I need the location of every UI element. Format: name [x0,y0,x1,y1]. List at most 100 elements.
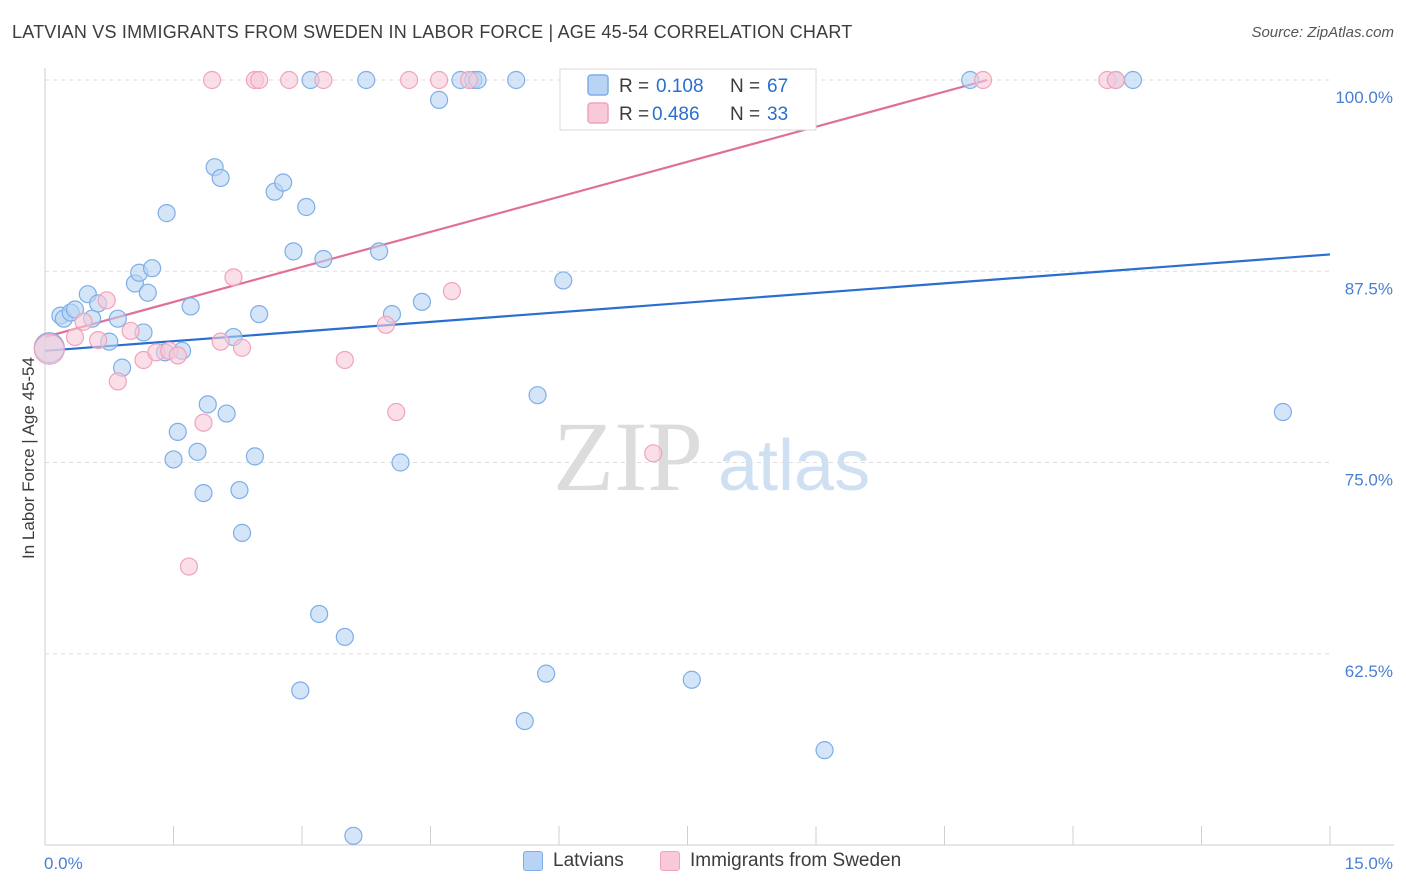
point-s0-23 [194,484,213,503]
point-s1-12 [194,413,213,432]
point-s1-6 [121,321,140,341]
point-s0-46 [391,453,410,472]
point-s0-56 [554,271,573,290]
point-s1-11 [179,557,199,576]
x-tick-labels: 0.0% 15.0% [44,854,1393,873]
point-s0-19 [168,422,187,441]
legend-swatch-latvians [587,74,609,96]
trend-line-0 [44,253,1331,352]
point-s0-17 [157,204,176,223]
legend-n-value-latvians: 67 [767,76,788,97]
point-s1-10 [168,346,187,365]
point-s0-54 [528,386,547,405]
legend: R = 0.108 N = 67 R = 0.486 N = 33 [559,68,817,131]
point-s0-39 [310,604,329,624]
point-s0-41 [335,627,354,647]
point-s0-53 [515,711,534,731]
axes [44,68,1394,846]
point-s1-2 [74,312,93,331]
watermark: ZIP atlas [553,401,870,512]
point-s1-14 [211,332,230,351]
bottom-legend: Latvians Immigrants from Sweden [0,850,1406,880]
point-s1-5 [108,372,127,391]
y-tick-label-3: 100.0% [1335,88,1393,107]
point-s1-3 [89,331,108,350]
point-s1-29 [644,444,663,463]
point-s0-34 [274,173,293,192]
point-s0-30 [232,523,252,542]
point-s0-29 [230,480,249,500]
point-s0-43 [357,70,376,90]
legend-r-value-latvians: 0.108 [656,76,704,97]
point-s1-24 [399,70,419,90]
point-s0-27 [217,404,236,423]
legend-r-label-sweden: R = [619,104,649,125]
point-s0-32 [250,304,269,324]
point-s0-14 [138,283,157,302]
point-s1-32 [1106,70,1125,90]
bottom-legend-swatch-sweden [660,851,680,871]
point-s0-9 [108,309,127,328]
point-s0-36 [291,681,310,700]
point-s0-63 [1123,70,1143,90]
point-s0-24 [198,395,217,414]
point-s1-25 [429,70,449,90]
point-s0-64 [1273,402,1292,422]
point-s1-27 [459,70,479,90]
point-s1-26 [442,282,462,301]
legend-swatch-sweden [587,102,609,124]
point-s0-55 [537,664,556,683]
point-s0-37 [297,197,316,217]
point-s0-47 [412,292,432,311]
bottom-legend-latvians: Latvians [523,850,624,872]
point-s1-23 [387,402,406,422]
point-s1-22 [376,315,396,334]
point-s0-42 [344,826,363,845]
legend-r-value-sweden: 0.486 [652,104,700,125]
point-s0-18 [164,450,183,469]
legend-n-label-latvians: N = [730,76,760,97]
x-tick-label-0: 0.0% [44,854,83,873]
bottom-legend-label-sweden: Immigrants from Sweden [690,850,902,871]
point-s1-19 [280,70,299,90]
watermark-zip: ZIP [553,401,703,512]
point-s0-44 [370,242,389,261]
y-tick-labels: 62.5% 75.0% 87.5% 100.0% [1335,88,1393,681]
chart-title: LATVIAN VS IMMIGRANTS FROM SWEDEN IN LAB… [12,22,853,42]
point-s0-52 [507,70,526,90]
point-s1-13 [202,70,222,90]
bottom-legend-label-latvians: Latvians [553,850,624,871]
point-s0-31 [245,447,264,466]
point-s1-4 [97,291,116,310]
point-s0-60 [815,741,834,760]
point-s0-15 [142,259,162,278]
y-tick-label-1: 75.0% [1345,471,1393,490]
point-s0-40 [314,249,333,269]
legend-n-value-sweden: 33 [767,104,788,125]
gridlines [45,79,1330,655]
point-s1-21 [335,350,354,370]
trend-lines [44,78,1331,352]
chart-source: Source: ZipAtlas.com [1251,24,1394,41]
trend-line-1 [44,78,988,339]
x-tick-label-1: 15.0% [1345,854,1393,873]
point-s0-58 [682,670,701,689]
point-s0-21 [181,297,200,316]
point-s1-16 [232,338,252,357]
y-tick-label-0: 62.5% [1345,662,1393,681]
point-s1-20 [314,70,333,90]
point-s0-48 [429,90,449,109]
y-axis-label: In Labor Force | Age 45-54 [19,357,38,559]
point-s1-15 [224,268,243,287]
point-s0-22 [188,442,207,461]
point-s0-26 [211,168,230,188]
bottom-legend-sweden: Immigrants from Sweden [660,850,901,872]
point-s1-30 [973,70,993,90]
point-s1-1 [65,327,85,347]
bottom-legend-swatch-latvians [523,851,543,871]
legend-n-label-sweden: N = [730,104,760,125]
legend-r-label-latvians: R = [619,76,649,97]
point-s1-18 [250,70,269,90]
y-tick-label-2: 87.5% [1345,279,1393,298]
